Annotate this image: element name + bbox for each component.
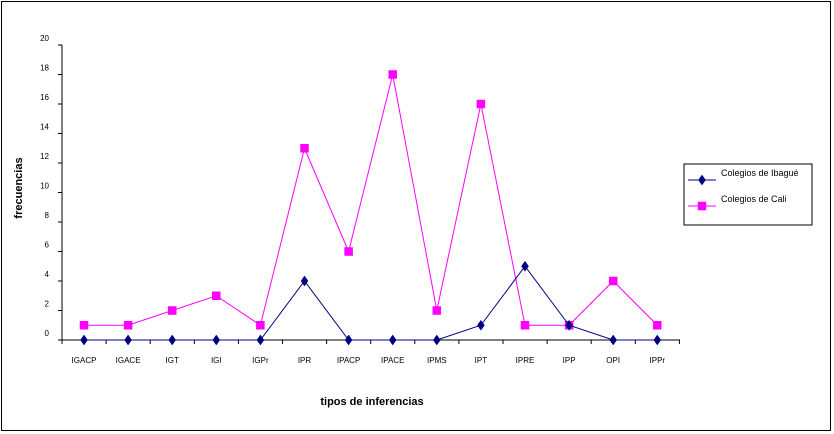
data-point	[79, 321, 89, 330]
y-tick-label: 2	[45, 300, 50, 309]
x-tick-label: IGPr	[252, 356, 269, 365]
series-layer	[79, 70, 662, 346]
data-point	[432, 306, 442, 315]
legend-box	[683, 163, 813, 226]
data-point	[565, 319, 573, 331]
x-tick-label: IPACE	[381, 356, 404, 365]
data-point	[520, 321, 530, 330]
y-axis-ticks: 0 2 4 6 8 10 12 14 16 18 20	[40, 34, 62, 341]
y-tick-label: 4	[45, 270, 50, 279]
data-point	[609, 334, 618, 346]
y-tick-label: 6	[45, 241, 50, 250]
x-tick-label: IPRE	[516, 356, 535, 365]
data-point	[212, 291, 221, 300]
data-point	[167, 306, 177, 315]
y-tick-label: 8	[45, 211, 50, 220]
data-point	[256, 334, 265, 346]
y-tick-label: 20	[40, 34, 49, 43]
data-point	[300, 144, 309, 153]
data-point	[521, 260, 529, 272]
x-axis-title: tipos de inferencias	[320, 396, 423, 408]
legend-marker	[698, 174, 706, 186]
data-point	[168, 334, 177, 346]
y-tick-label: 10	[40, 182, 49, 191]
data-point	[123, 321, 133, 330]
y-tick-label: 18	[40, 64, 49, 73]
series-cali	[79, 70, 662, 330]
data-point	[477, 319, 485, 331]
y-tick-label: 0	[45, 329, 50, 338]
data-point	[432, 334, 441, 346]
axes	[61, 45, 680, 341]
data-point	[388, 334, 397, 346]
data-point	[344, 334, 353, 346]
data-point	[344, 247, 353, 256]
data-point	[608, 276, 618, 286]
data-point	[300, 275, 309, 287]
data-point	[653, 321, 662, 330]
x-tick-label: IGI	[211, 356, 222, 365]
data-point	[80, 334, 88, 346]
y-axis-title: frecuencias	[13, 157, 25, 218]
legend-label: Colegios de Cali	[721, 194, 787, 204]
legend-label: Colegios de Ibagué	[721, 168, 799, 178]
x-tick-label: IGACE	[116, 356, 141, 365]
y-tick-label: 14	[40, 123, 49, 132]
series-ibague	[80, 260, 662, 346]
data-point	[212, 334, 221, 346]
x-tick-label: IPP	[563, 356, 576, 365]
x-axis-ticks: IGACP IGACE IGT IGI IGPr IPR IPACP IPACE IPMS IPT…	[61, 340, 680, 365]
x-tick-label: IGACP	[72, 356, 97, 365]
y-tick-label: 12	[40, 152, 49, 161]
data-point	[388, 70, 397, 79]
legend: Colegios de Ibagué Colegios de Cali	[683, 163, 813, 226]
data-point	[256, 321, 265, 330]
x-tick-label: IPMS	[427, 356, 447, 365]
series-line	[84, 74, 658, 327]
series-line	[84, 265, 658, 341]
x-tick-label: OPI	[606, 356, 620, 365]
x-tick-label: IGT	[166, 356, 179, 365]
x-tick-label: IPR	[298, 356, 312, 365]
y-tick-label: 16	[40, 93, 49, 102]
data-point	[653, 334, 662, 346]
x-tick-label: IPPr	[650, 356, 666, 365]
x-tick-label: IPACP	[337, 356, 360, 365]
x-tick-label: IPT	[475, 356, 488, 365]
data-point	[124, 334, 132, 346]
legend-marker	[697, 201, 707, 211]
data-point	[476, 99, 486, 109]
